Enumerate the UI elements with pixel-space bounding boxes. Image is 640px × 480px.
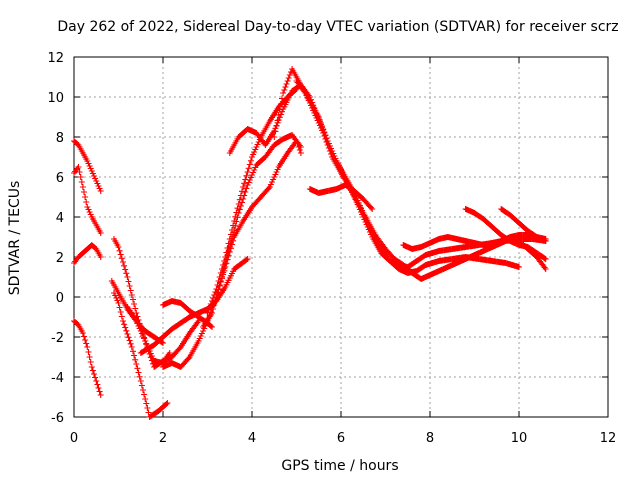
y-tick-label: 6: [56, 171, 64, 186]
data-point-markers: [71, 242, 104, 266]
data-points: [71, 66, 549, 420]
x-tick-label: 6: [337, 431, 345, 446]
y-tick-label: 8: [56, 131, 64, 146]
series-track-c: [71, 242, 104, 266]
data-point-markers: [71, 164, 104, 236]
y-tick-label: -4: [51, 371, 64, 386]
data-point-markers: [124, 304, 202, 370]
data-point-markers: [71, 138, 104, 194]
series-track-b: [71, 164, 104, 236]
y-tick-label: 12: [47, 51, 64, 66]
x-axis-label: GPS time / hours: [281, 458, 398, 474]
series-track-t: [498, 206, 549, 244]
series-track-s: [462, 206, 549, 262]
x-tick-labels: 0 2 4 6 8 10 12: [70, 431, 616, 446]
data-point-markers: [306, 182, 376, 212]
data-point-markers: [498, 206, 549, 244]
data-point-markers: [111, 290, 171, 420]
data-point-markers: [462, 206, 549, 262]
series-track-f: [111, 290, 171, 420]
data-point-markers: [71, 318, 104, 398]
series-track-h: [124, 304, 202, 370]
x-tick-label: 8: [426, 431, 434, 446]
y-tick-label: 0: [56, 291, 64, 306]
series-track-q: [306, 182, 376, 212]
y-tick-label: -2: [51, 331, 64, 346]
x-tick-label: 2: [159, 431, 167, 446]
y-tick-label: 10: [47, 91, 64, 106]
y-tick-label: 2: [56, 251, 64, 266]
chart-title: Day 262 of 2022, Sidereal Day-to-day VTE…: [57, 19, 618, 35]
grid-lines: [74, 57, 608, 417]
x-tick-label: 0: [70, 431, 78, 446]
series-track-d: [71, 318, 104, 398]
y-tick-label: 4: [56, 211, 64, 226]
series-track-a: [71, 138, 104, 194]
plot-border: [73, 56, 609, 418]
x-tick-label: 10: [511, 431, 528, 446]
x-tick-label: 12: [600, 431, 617, 446]
x-tick-label: 4: [248, 431, 256, 446]
y-axis-label: SDTVAR / TECUs: [7, 181, 23, 296]
y-tick-label: -6: [51, 411, 64, 426]
y-tick-labels: -6 -4 -2 0 2 4 6 8 10 12: [47, 51, 64, 426]
